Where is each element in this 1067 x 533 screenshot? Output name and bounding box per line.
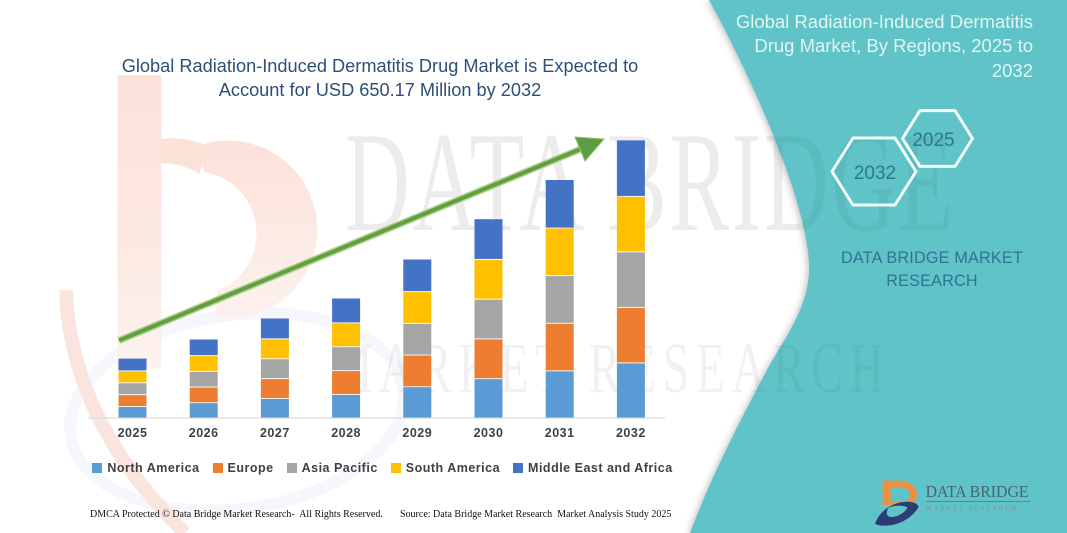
- svg-text:2032: 2032: [854, 163, 896, 184]
- svg-text:2025: 2025: [912, 130, 954, 151]
- svg-text:MARKET RESEARCH: MARKET RESEARCH: [926, 506, 1018, 513]
- svg-text:DATA BRIDGE: DATA BRIDGE: [926, 482, 1029, 501]
